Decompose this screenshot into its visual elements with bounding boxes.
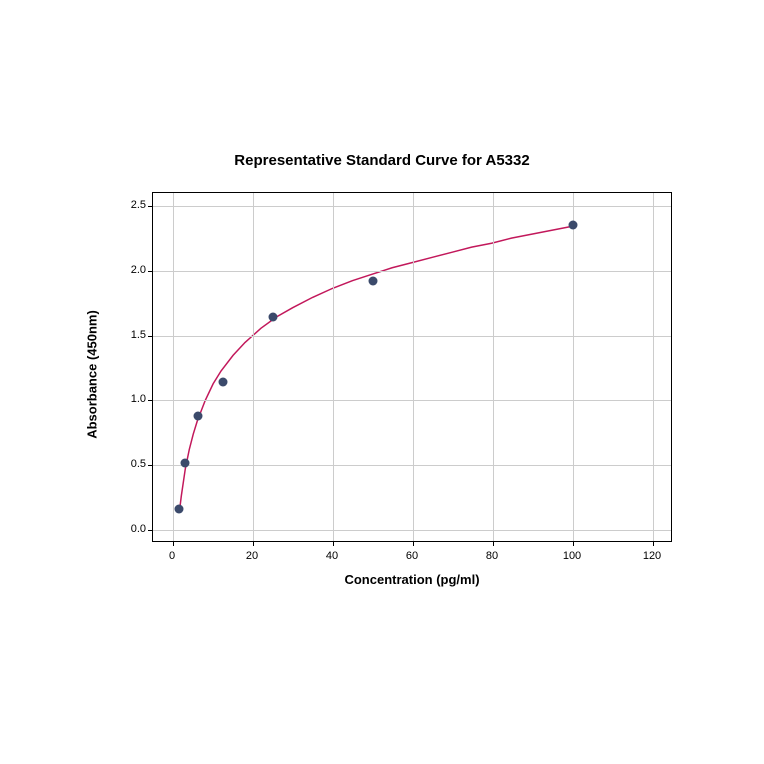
grid-line-horizontal	[153, 465, 671, 466]
grid-line-horizontal	[153, 271, 671, 272]
grid-line-horizontal	[153, 530, 671, 531]
x-tick-label: 20	[246, 550, 258, 562]
y-tick	[148, 530, 153, 531]
x-tick	[173, 541, 174, 546]
data-point	[175, 505, 184, 514]
y-tick	[148, 271, 153, 272]
y-tick	[148, 206, 153, 207]
y-tick-label: 1.0	[120, 393, 146, 405]
grid-line-vertical	[333, 193, 334, 541]
y-tick-label: 2.0	[120, 264, 146, 276]
x-tick-label: 100	[563, 550, 581, 562]
data-point	[569, 221, 578, 230]
grid-line-vertical	[253, 193, 254, 541]
data-point	[181, 458, 190, 467]
x-tick	[493, 541, 494, 546]
x-tick-label: 80	[486, 550, 498, 562]
x-axis-label: Concentration (pg/ml)	[344, 572, 479, 587]
x-tick-label: 60	[406, 550, 418, 562]
data-point	[269, 313, 278, 322]
y-tick-label: 0.0	[120, 523, 146, 535]
data-point	[369, 277, 378, 286]
y-tick	[148, 400, 153, 401]
grid-line-vertical	[493, 193, 494, 541]
x-tick-label: 120	[643, 550, 661, 562]
grid-line-horizontal	[153, 336, 671, 337]
y-tick-label: 0.5	[120, 458, 146, 470]
x-tick-label: 40	[326, 550, 338, 562]
grid-line-vertical	[573, 193, 574, 541]
grid-line-horizontal	[153, 400, 671, 401]
chart-title: Representative Standard Curve for A5332	[62, 152, 702, 169]
y-tick-label: 1.5	[120, 329, 146, 341]
grid-line-vertical	[413, 193, 414, 541]
grid-line-vertical	[653, 193, 654, 541]
x-tick	[253, 541, 254, 546]
grid-line-vertical	[173, 193, 174, 541]
grid-line-horizontal	[153, 206, 671, 207]
curve-path	[180, 227, 572, 511]
fit-curve	[153, 193, 671, 541]
chart-container: Representative Standard Curve for A5332 …	[62, 142, 702, 622]
data-point	[194, 411, 203, 420]
y-tick-label: 2.5	[120, 199, 146, 211]
y-axis-label: Absorbance (450nm)	[85, 310, 100, 439]
data-point	[219, 378, 228, 387]
x-tick	[333, 541, 334, 546]
x-tick	[573, 541, 574, 546]
y-tick	[148, 336, 153, 337]
y-tick	[148, 465, 153, 466]
x-tick	[413, 541, 414, 546]
plot-area	[152, 192, 672, 542]
x-tick	[653, 541, 654, 546]
x-tick-label: 0	[169, 550, 175, 562]
